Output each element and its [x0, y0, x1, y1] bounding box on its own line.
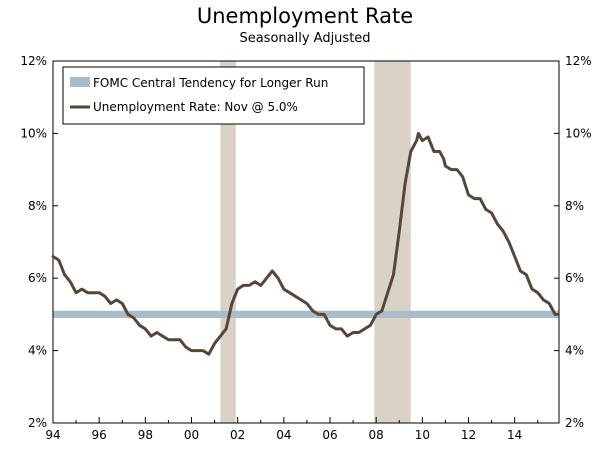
y-tick-label-right: 6%	[565, 271, 584, 285]
x-tick-label: 14	[507, 428, 522, 442]
y-tick-label-left: 4%	[28, 344, 47, 358]
y-tick-label-left: 12%	[20, 54, 47, 68]
x-tick-label: 04	[276, 428, 291, 442]
legend-line-label: Unemployment Rate: Nov @ 5.0%	[93, 100, 298, 114]
x-tick-label: 12	[461, 428, 476, 442]
legend-band-label: FOMC Central Tendency for Longer Run	[93, 76, 328, 90]
y-tick-label-right: 2%	[565, 416, 584, 430]
chart-title: Unemployment Rate	[196, 4, 414, 28]
series-line-unemployment	[51, 131, 559, 356]
legend-box	[62, 66, 365, 125]
y-tick-label-left: 2%	[28, 416, 47, 430]
x-tick-label: 00	[184, 428, 199, 442]
x-tick-label: 94	[45, 428, 60, 442]
x-tick-label: 02	[230, 428, 245, 442]
x-tick-label: 10	[415, 428, 430, 442]
y-tick-label-right: 10%	[565, 126, 592, 140]
x-tick-label: 98	[138, 428, 153, 442]
y-tick-label-left: 6%	[28, 271, 47, 285]
x-tick-label: 96	[92, 428, 107, 442]
x-tick-label: 08	[369, 428, 384, 442]
legend-band-swatch	[70, 77, 90, 87]
chart-subtitle: Seasonally Adjusted	[239, 31, 371, 46]
recession-shade-2	[374, 61, 411, 423]
plot-frame	[52, 60, 560, 424]
fomc-band	[53, 310, 559, 319]
x-tick-label: 06	[322, 428, 337, 442]
y-tick-label-left: 8%	[28, 199, 47, 213]
y-tick-label-right: 12%	[565, 54, 592, 68]
y-tick-label-right: 8%	[565, 199, 584, 213]
y-tick-label-left: 10%	[20, 126, 47, 140]
y-tick-label-right: 4%	[565, 344, 584, 358]
